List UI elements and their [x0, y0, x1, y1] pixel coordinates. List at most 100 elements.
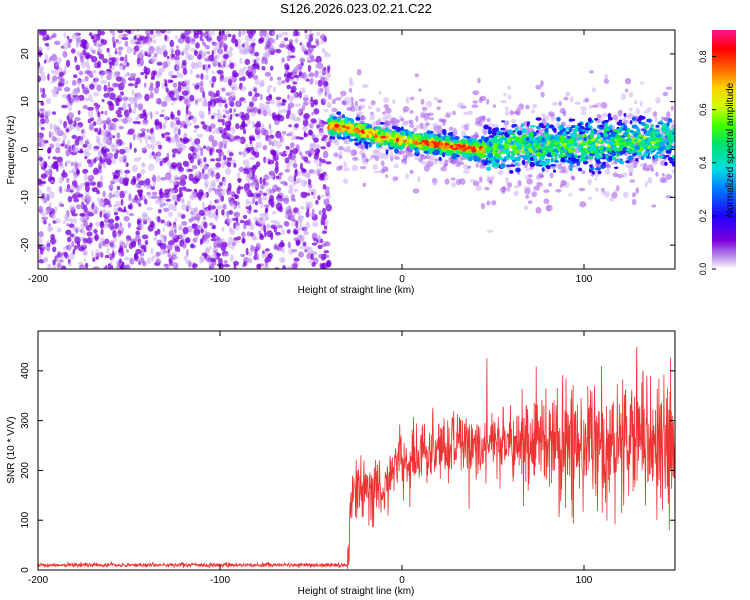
noise-blob: [77, 161, 82, 168]
noise-blob: [235, 113, 239, 117]
ridge-core-blob: [505, 149, 510, 156]
noise-blob: [186, 249, 189, 256]
noise-blob: [92, 257, 96, 262]
noise-blob: [146, 128, 150, 133]
ridge-halo-blob: [373, 170, 381, 174]
noise-blob: [47, 165, 52, 169]
ridge-core-blob: [659, 120, 663, 123]
ridge-halo-blob: [589, 70, 594, 74]
ridge-halo-blob: [415, 124, 422, 129]
noise-blob: [159, 200, 165, 209]
noise-blob: [127, 72, 130, 76]
noise-blob: [74, 55, 77, 63]
ridge-core-blob: [539, 160, 546, 164]
noise-blob: [184, 30, 191, 35]
noise-blob: [286, 229, 291, 234]
ridge-halo-blob: [414, 73, 419, 78]
noise-blob: [154, 46, 160, 53]
ridge-halo-blob: [665, 173, 673, 180]
noise-blob: [133, 51, 137, 56]
ridge-core-blob: [549, 164, 557, 167]
noise-blob: [109, 240, 115, 248]
noise-blob: [318, 253, 323, 259]
ridge-core-blob: [544, 128, 549, 133]
noise-blob: [159, 192, 165, 198]
noise-blob: [160, 109, 166, 113]
ridge-core-blob: [501, 134, 505, 139]
noise-blob: [181, 203, 187, 211]
noise-blob: [138, 156, 142, 161]
noise-blob: [256, 56, 260, 62]
noise-blob: [217, 48, 224, 55]
noise-blob: [96, 138, 100, 145]
ridge-core-blob: [514, 128, 519, 132]
ridge-halo-blob: [374, 149, 381, 155]
noise-blob: [147, 217, 152, 223]
ridge-core-blob: [574, 124, 578, 130]
noise-blob: [162, 227, 166, 233]
noise-blob: [51, 88, 57, 94]
ridge-core-blob: [553, 169, 556, 173]
noise-blob: [68, 38, 72, 44]
ridge-halo-blob: [381, 160, 385, 167]
noise-blob: [141, 147, 147, 152]
noise-blob: [203, 180, 209, 188]
noise-blob: [245, 198, 250, 206]
noise-blob: [104, 148, 110, 153]
noise-blob: [310, 122, 314, 129]
noise-blob: [112, 135, 116, 139]
noise-blob: [98, 53, 105, 60]
ridge-halo-blob: [639, 100, 643, 107]
noise-blob: [171, 136, 175, 144]
noise-blob: [155, 251, 161, 257]
noise-blob: [314, 144, 321, 149]
noise-blob: [38, 178, 43, 186]
ridge-core-blob: [577, 127, 583, 132]
ridge-halo-blob: [478, 97, 483, 103]
noise-blob: [229, 108, 233, 114]
noise-blob: [166, 202, 169, 206]
noise-blob: [58, 159, 63, 167]
noise-blob: [190, 243, 195, 248]
noise-blob: [73, 74, 78, 79]
noise-blob: [223, 253, 231, 257]
noise-blob: [106, 198, 111, 203]
noise-blob: [48, 223, 51, 227]
noise-blob: [153, 53, 158, 58]
noise-blob: [112, 194, 115, 198]
noise-blob: [63, 246, 68, 251]
noise-blob: [38, 237, 43, 245]
noise-blob: [46, 240, 50, 244]
noise-blob: [189, 36, 193, 42]
noise-blob: [138, 203, 142, 207]
noise-blob: [82, 49, 87, 56]
noise-blob: [124, 264, 131, 269]
noise-blob: [135, 93, 142, 98]
ridge-halo-blob: [424, 155, 431, 160]
ridge-halo-blob: [504, 176, 509, 184]
noise-blob: [275, 160, 279, 167]
noise-blob: [181, 90, 189, 96]
noise-blob: [52, 156, 58, 160]
noise-blob: [117, 30, 124, 34]
noise-blob: [73, 198, 80, 203]
noise-blob: [43, 59, 47, 64]
ridge-core-blob: [667, 117, 673, 123]
noise-blob: [180, 197, 185, 204]
noise-blob: [199, 35, 203, 41]
noise-blob: [312, 221, 319, 227]
noise-blob: [170, 121, 177, 128]
noise-blob: [179, 137, 183, 142]
noise-blob: [164, 132, 171, 136]
noise-blob: [66, 35, 70, 40]
noise-blob: [152, 70, 157, 76]
noise-blob: [143, 113, 148, 121]
noise-blob: [231, 75, 237, 83]
noise-blob: [224, 143, 227, 149]
noise-blob: [303, 231, 309, 236]
noise-blob: [145, 30, 151, 36]
noise-blob: [237, 186, 244, 190]
noise-blob: [38, 120, 42, 128]
ridge-core-blob: [405, 131, 409, 137]
noise-blob: [215, 208, 219, 216]
